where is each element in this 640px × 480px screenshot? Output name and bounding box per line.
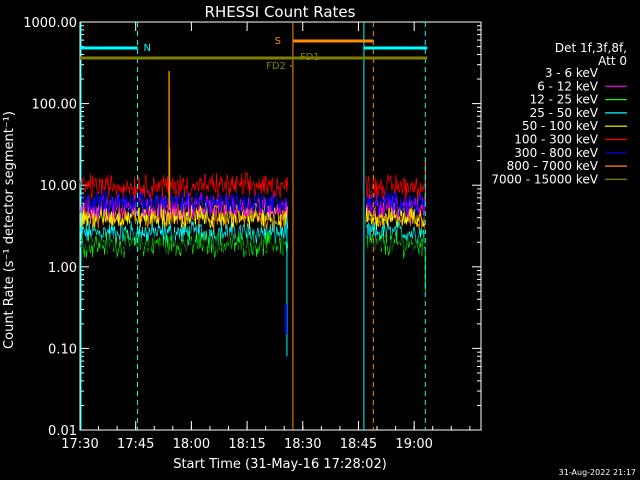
series-4-line <box>79 202 426 230</box>
x-axis-label: Start Time (31-May-16 17:28:02) <box>173 457 387 472</box>
y-axis-label: Count Rate (s⁻¹ detector segment⁻¹) <box>2 111 17 349</box>
legend-label: 100 - 300 keV <box>514 133 598 147</box>
series-0-line <box>79 230 426 259</box>
legend-label: 12 - 25 keV <box>530 93 599 107</box>
x-tick-label: 18:30 <box>284 437 321 452</box>
x-tick-label: 17:45 <box>117 437 154 452</box>
legend-label: 7000 - 15000 keV <box>491 172 598 186</box>
legend-label: 300 - 800 keV <box>514 146 598 160</box>
n-annotation: N <box>144 43 151 54</box>
x-tick-label: 18:45 <box>340 437 377 452</box>
plot-frame <box>79 21 482 431</box>
fd-marker-dot <box>289 65 292 67</box>
legend-label: 50 - 100 keV <box>522 119 599 133</box>
y-tick-label: 100.00 <box>32 98 78 113</box>
plot-area: 0.01 0.10 1.00 10.00 100.00 1000.00 17:30 17:45… <box>23 16 482 452</box>
legend-label: 800 - 7000 keV <box>507 159 599 173</box>
legend-header-line2: Att 0 <box>598 54 627 68</box>
legend-label: 3 - 6 keV <box>545 66 599 80</box>
legend-label: 25 - 50 keV <box>530 106 599 120</box>
x-tick-label: 17:30 <box>61 437 98 452</box>
fd1-annotation: FD1 <box>300 52 320 63</box>
y-tick-label: 0.01 <box>48 424 77 439</box>
series-5-line <box>79 171 425 200</box>
s-annotation: S <box>275 36 281 47</box>
legend-label: 6 - 12 keV <box>537 79 599 93</box>
series-6-line <box>79 188 426 217</box>
x-tick-label: 18:15 <box>228 437 265 452</box>
legend-header-line1: Det 1f,3f,8f, <box>555 41 627 55</box>
x-tick-label: 19:00 <box>395 437 432 452</box>
chart-title: RHESSI Count Rates <box>205 3 356 21</box>
y-tick-label: 1.00 <box>48 261 77 276</box>
y-tick-label: 10.00 <box>40 179 77 194</box>
y-tick-label: 0.10 <box>48 342 77 357</box>
y-tick-label: 1000.00 <box>23 16 77 31</box>
timestamp: 31-Aug-2022 21:17 <box>559 468 636 477</box>
fd2-annotation: FD2 <box>266 61 286 72</box>
x-tick-label: 18:00 <box>173 437 210 452</box>
